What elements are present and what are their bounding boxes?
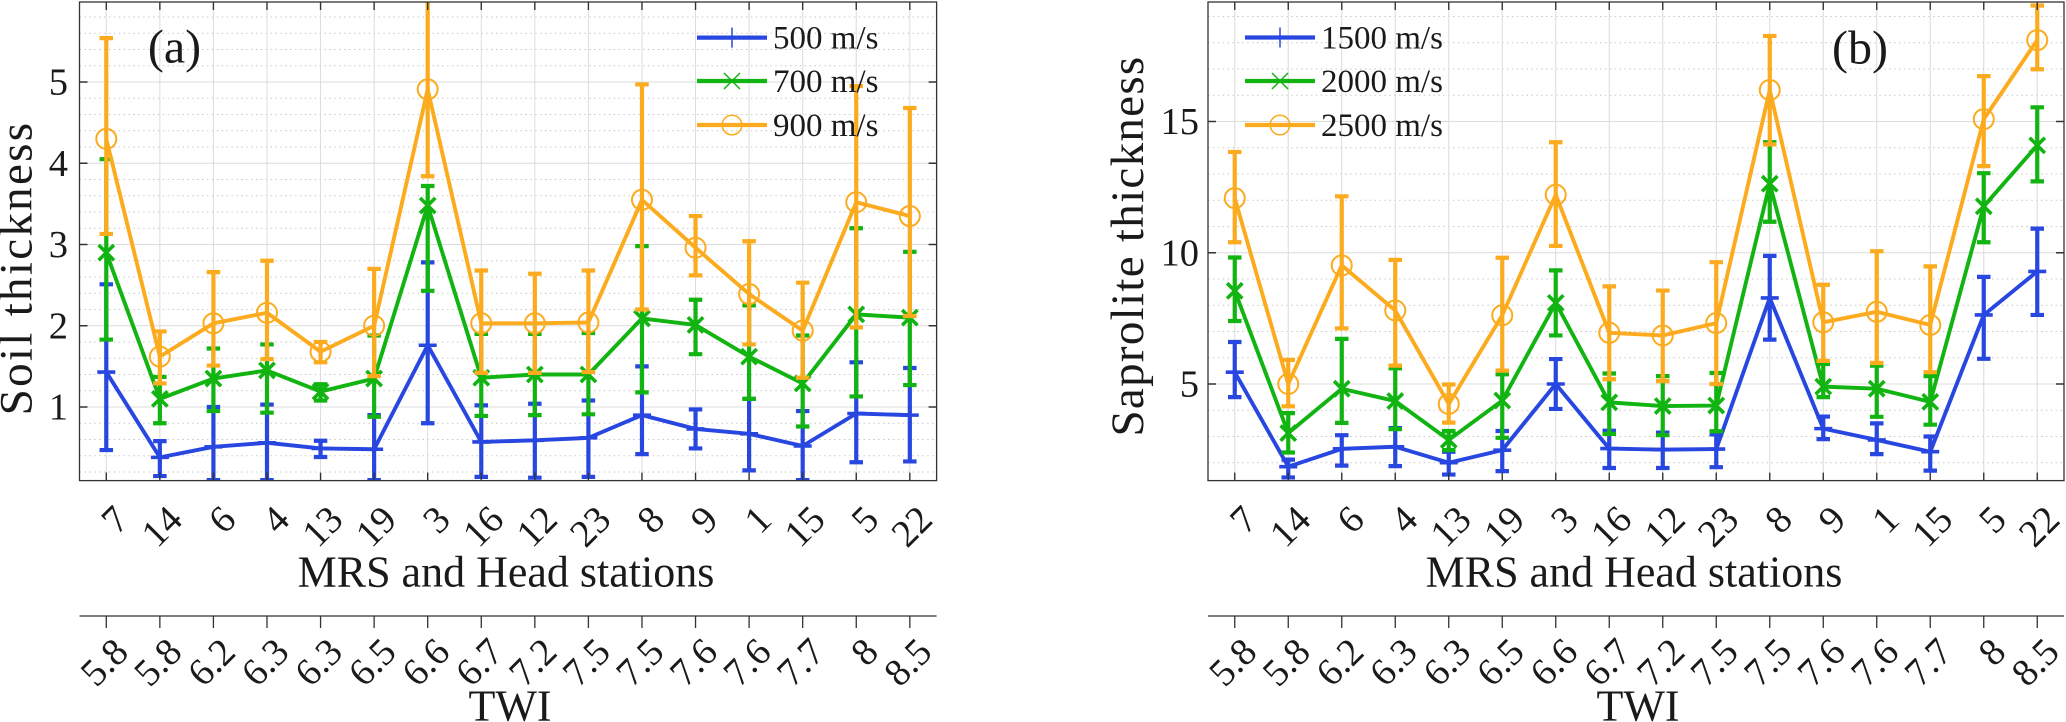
svg-text:5: 5 (1180, 364, 1199, 406)
svg-text:TWI: TWI (1596, 682, 1679, 722)
svg-text:1500 m/s: 1500 m/s (1321, 21, 1443, 57)
svg-text:5: 5 (49, 62, 68, 104)
svg-text:4: 4 (49, 143, 68, 185)
svg-text:Saprolite thickness: Saprolite thickness (1102, 55, 1154, 436)
svg-text:TWI: TWI (468, 682, 551, 722)
svg-text:2: 2 (49, 305, 68, 347)
svg-text:3: 3 (49, 224, 68, 266)
svg-text:10: 10 (1161, 232, 1200, 274)
svg-text:700 m/s: 700 m/s (773, 64, 878, 100)
svg-text:900 m/s: 900 m/s (773, 108, 878, 144)
svg-text:MRS and Head stations: MRS and Head stations (1426, 548, 1843, 597)
svg-text:(a): (a) (148, 21, 201, 74)
svg-text:2000 m/s: 2000 m/s (1321, 64, 1443, 100)
svg-text:MRS and Head stations: MRS and Head stations (298, 548, 715, 597)
svg-text:Soil thickness: Soil thickness (0, 121, 43, 416)
svg-text:1: 1 (49, 387, 68, 429)
svg-text:2500 m/s: 2500 m/s (1321, 108, 1443, 144)
svg-text:500 m/s: 500 m/s (773, 21, 878, 57)
svg-text:(b): (b) (1832, 22, 1888, 75)
svg-text:15: 15 (1161, 101, 1200, 143)
